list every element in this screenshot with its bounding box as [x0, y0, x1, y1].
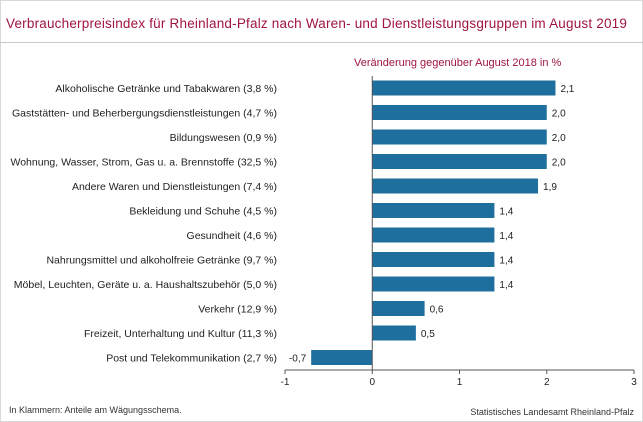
value-label: 0,6 [430, 305, 444, 316]
value-label: 2,1 [560, 84, 574, 95]
x-tick-label: 1 [457, 377, 463, 388]
value-label: 1,4 [499, 280, 513, 291]
bar [372, 252, 495, 267]
category-label: Andere Waren und Dienstleistungen (7,4 %… [72, 181, 277, 193]
bar [372, 105, 547, 120]
value-label: 0,5 [421, 329, 435, 340]
category-label: Verkehr (12,9 %) [198, 304, 277, 316]
x-tick-label: -1 [281, 377, 290, 388]
category-label: Bekleidung und Schuhe (4,5 %) [129, 206, 277, 218]
value-label: 2,0 [552, 158, 566, 169]
x-tick-label: 2 [544, 377, 550, 388]
source-note: Statistisches Landesamt Rheinland-Pfalz [470, 407, 634, 417]
category-label: Gesundheit (4,6 %) [187, 230, 277, 242]
category-label: Nahrungsmittel und alkoholfreie Getränke… [46, 255, 277, 267]
bar [372, 178, 539, 194]
chart-title: Verbraucherpreisindex für Rheinland-Pfal… [6, 16, 628, 31]
title-divider [0, 42, 643, 43]
bar [372, 227, 495, 243]
value-label: 1,4 [499, 231, 513, 242]
bar [372, 325, 416, 341]
value-label: 1,9 [543, 182, 557, 193]
footnote: In Klammern: Anteile am Wägungsschema. [9, 405, 182, 415]
bar [372, 129, 547, 145]
value-label: 1,4 [499, 207, 513, 218]
bar [372, 276, 495, 292]
category-label: Möbel, Leuchten, Geräte u. a. Haushaltsz… [14, 279, 277, 291]
category-label: Alkoholische Getränke und Tabakwaren (3,… [55, 83, 277, 95]
category-label: Freizeit, Unterhaltung und Kultur (11,3 … [84, 328, 277, 340]
bar [372, 80, 556, 96]
bar [372, 203, 495, 218]
value-label: 2,0 [552, 133, 566, 144]
category-label: Bildungswesen (0,9 %) [170, 132, 277, 144]
bar [372, 154, 547, 169]
bar [372, 301, 425, 316]
value-label: -0,7 [289, 354, 307, 365]
x-tick-label: 0 [369, 377, 375, 388]
category-label: Post und Telekommunikation (2,7 %) [106, 353, 277, 365]
bar [311, 350, 373, 365]
value-label: 2,0 [552, 109, 566, 120]
category-label: Wohnung, Wasser, Strom, Gas u. a. Brenns… [10, 157, 277, 169]
value-label: 1,4 [499, 256, 513, 267]
x-tick-label: 3 [631, 377, 637, 388]
category-label: Gaststätten- und Beherbergungsdienstleis… [12, 108, 277, 120]
chart-subtitle: Veränderung gegenüber August 2018 in % [354, 57, 562, 69]
